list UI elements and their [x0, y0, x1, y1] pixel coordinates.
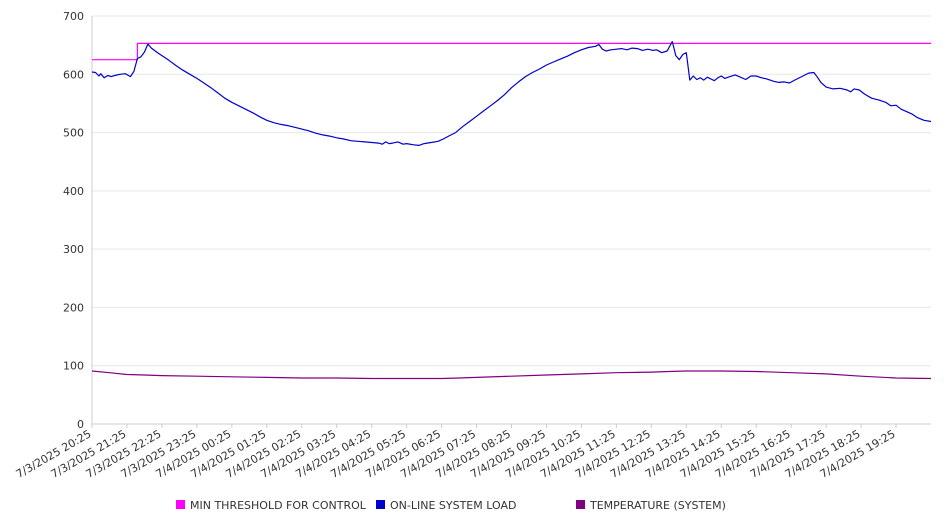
y-tick-label: 600 [63, 68, 84, 81]
legend-swatch [176, 500, 185, 509]
series-line-2 [91, 370, 932, 380]
series-line-1 [91, 41, 932, 146]
legend-label: ON-LINE SYSTEM LOAD [390, 499, 516, 512]
y-tick-label: 400 [63, 185, 84, 198]
legend: MIN THRESHOLD FOR CONTROL ON-LINE SYSTEM … [176, 499, 726, 512]
legend-swatch [376, 500, 385, 509]
legend-swatch [576, 500, 585, 509]
series-group [91, 41, 932, 380]
grid [92, 15, 931, 367]
y-tick-label: 0 [77, 418, 84, 431]
series-line-0 [92, 42, 931, 61]
y-tick-label: 500 [63, 127, 84, 140]
y-tick-label: 700 [63, 10, 84, 23]
y-tick-label: 200 [63, 301, 84, 314]
y-tick-labels: 0 100 200 300 400 500 600 700 [63, 10, 84, 431]
legend-label: TEMPERATURE (SYSTEM) [589, 499, 726, 512]
y-tick-label: 100 [63, 360, 84, 373]
legend-label: MIN THRESHOLD FOR CONTROL [190, 499, 367, 512]
x-tick-labels: 7/3/2025 20:257/3/2025 21:257/3/2025 22:… [14, 427, 898, 481]
axes [91, 16, 931, 428]
y-tick-label: 300 [63, 243, 84, 256]
